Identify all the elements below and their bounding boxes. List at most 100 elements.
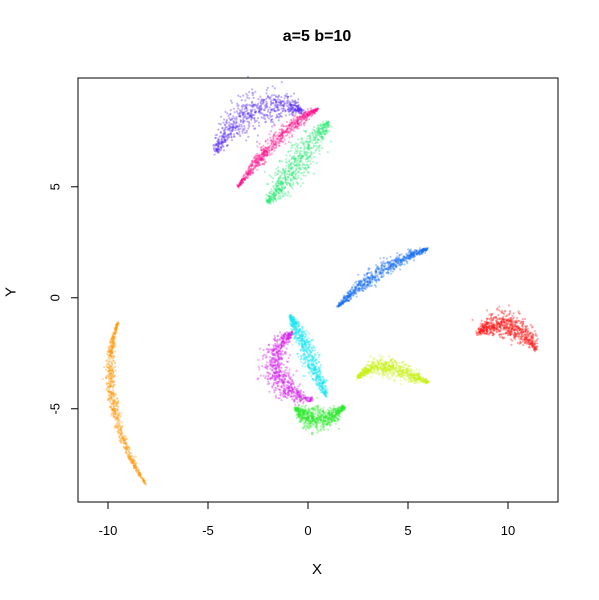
data-point (243, 127, 246, 130)
data-point (280, 128, 283, 131)
data-point (305, 150, 308, 153)
data-point (313, 111, 316, 114)
data-point (312, 110, 315, 113)
data-point (244, 115, 247, 118)
data-point (244, 176, 247, 179)
data-point (268, 356, 271, 359)
data-point (246, 176, 249, 179)
data-point (260, 156, 263, 159)
data-point (114, 324, 117, 327)
data-point (314, 112, 317, 115)
data-point (491, 312, 494, 315)
data-point (386, 268, 389, 271)
data-point (282, 363, 285, 366)
data-point (224, 133, 227, 136)
data-point (238, 112, 241, 115)
data-point (277, 349, 280, 353)
data-point (266, 138, 269, 141)
data-point (262, 117, 265, 120)
data-point (275, 99, 278, 102)
data-point (266, 142, 269, 145)
data-point (505, 323, 508, 326)
data-point (233, 117, 236, 120)
data-point (347, 291, 350, 294)
data-point (289, 103, 293, 106)
data-point (240, 123, 243, 126)
data-point (251, 104, 254, 107)
data-point (225, 118, 228, 122)
data-point (280, 124, 283, 127)
data-point (274, 171, 277, 174)
data-point (508, 319, 511, 322)
data-point (250, 118, 253, 121)
data-point (221, 142, 224, 145)
data-point (304, 174, 307, 177)
data-point (110, 362, 113, 365)
data-point (267, 147, 270, 150)
data-point (352, 284, 355, 287)
data-point (290, 125, 293, 128)
data-point (305, 112, 308, 115)
data-point (282, 171, 285, 175)
data-point (298, 110, 301, 113)
data-point (391, 270, 394, 273)
data-point (504, 321, 507, 324)
data-point (282, 125, 286, 128)
data-point (396, 252, 399, 255)
data-point (297, 108, 301, 111)
data-point (249, 173, 252, 176)
data-point (424, 251, 427, 254)
data-point (235, 121, 238, 124)
data-point (479, 328, 482, 332)
data-point (295, 101, 298, 105)
data-point (313, 109, 316, 112)
data-point (217, 145, 220, 148)
data-point (287, 340, 290, 343)
data-point (305, 155, 308, 158)
data-point (221, 138, 224, 141)
data-point (232, 125, 235, 128)
data-point (283, 131, 286, 134)
data-point (227, 127, 230, 130)
data-point (288, 154, 292, 157)
data-point (292, 120, 295, 124)
data-point (313, 109, 317, 112)
data-point (215, 148, 218, 151)
data-point (299, 110, 302, 113)
data-point (247, 117, 250, 120)
data-point (291, 379, 294, 382)
data-point (392, 259, 396, 262)
data-point (287, 130, 290, 134)
data-point (246, 169, 250, 172)
data-point (257, 162, 260, 165)
data-point (281, 132, 284, 135)
data-point (286, 128, 289, 131)
data-point (243, 107, 246, 111)
data-point (285, 125, 288, 128)
data-point (226, 112, 229, 115)
data-point (404, 256, 407, 260)
data-point (240, 182, 243, 185)
data-point (232, 107, 235, 110)
data-point (280, 366, 283, 369)
data-point (285, 372, 288, 375)
data-point (306, 111, 310, 114)
data-point (240, 179, 243, 182)
data-point (229, 132, 232, 135)
data-point (296, 120, 299, 123)
data-point (388, 262, 391, 265)
data-point (287, 371, 290, 374)
data-point (270, 109, 273, 112)
data-point (274, 367, 277, 370)
data-point (260, 116, 263, 119)
data-point (256, 107, 259, 110)
data-point (218, 139, 221, 142)
data-point (295, 105, 298, 108)
data-point (247, 173, 250, 176)
data-point (273, 134, 276, 138)
data-point (293, 399, 296, 403)
data-point (485, 329, 488, 332)
data-point (309, 109, 312, 113)
data-point (215, 133, 219, 136)
data-point (420, 252, 423, 256)
